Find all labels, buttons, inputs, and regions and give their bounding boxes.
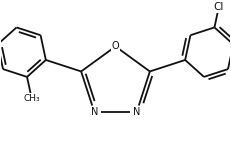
Text: N: N xyxy=(133,107,140,117)
Text: CH₃: CH₃ xyxy=(23,94,40,103)
Text: Cl: Cl xyxy=(213,2,224,12)
Text: O: O xyxy=(112,41,119,51)
Text: N: N xyxy=(91,107,98,117)
